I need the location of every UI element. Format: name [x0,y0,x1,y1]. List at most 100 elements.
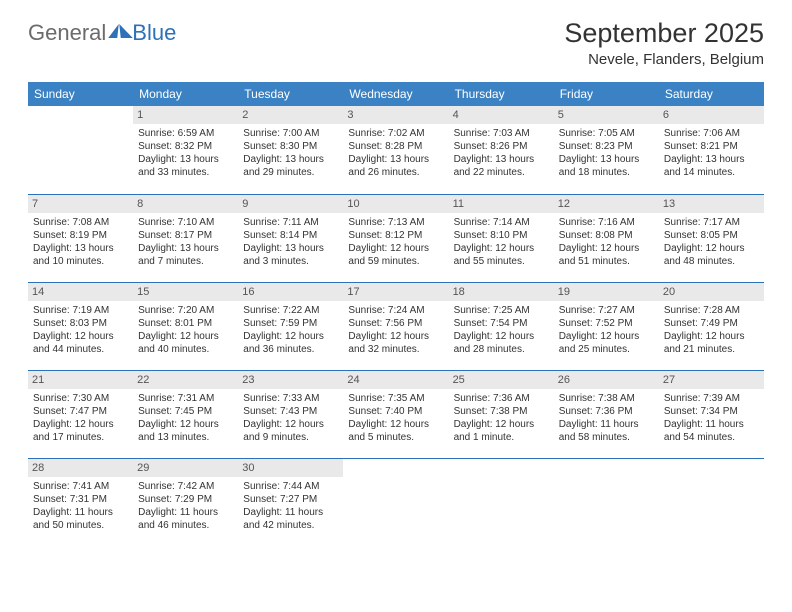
day-number [659,459,764,463]
calendar-day-cell: 12Sunrise: 7:16 AMSunset: 8:08 PMDayligh… [554,194,659,282]
day-number: 30 [238,459,343,477]
day-number: 7 [28,195,133,213]
sunset-text: Sunset: 7:49 PM [664,317,759,330]
day-number: 18 [449,283,554,301]
day-header: Tuesday [238,82,343,106]
sunrise-text: Sunrise: 7:24 AM [348,304,443,317]
sunset-text: Sunset: 8:14 PM [243,229,338,242]
day-number: 9 [238,195,343,213]
logo-text-general: General [28,20,106,46]
calendar-day-cell: 9 Sunrise: 7:11 AMSunset: 8:14 PMDaylight… [238,194,343,282]
daylight-text: Daylight: 13 hours and 18 minutes. [559,153,654,179]
sunset-text: Sunset: 8:23 PM [559,140,654,153]
sunrise-text: Sunrise: 7:41 AM [33,480,128,493]
daylight-text: Daylight: 13 hours and 3 minutes. [243,242,338,268]
calendar-day-cell: 17Sunrise: 7:24 AMSunset: 7:56 PMDayligh… [343,282,448,370]
calendar-day-cell: 1Sunrise: 6:59 AMSunset: 8:32 PMDaylight… [133,106,238,194]
sunset-text: Sunset: 8:03 PM [33,317,128,330]
calendar-day-cell: 10Sunrise: 7:13 AMSunset: 8:12 PMDayligh… [343,194,448,282]
sunrise-text: Sunrise: 7:17 AM [664,216,759,229]
daylight-text: Daylight: 11 hours and 50 minutes. [33,506,128,532]
sunrise-text: Sunrise: 7:20 AM [138,304,233,317]
day-header: Saturday [659,82,764,106]
daylight-text: Daylight: 13 hours and 10 minutes. [33,242,128,268]
sunset-text: Sunset: 7:34 PM [664,405,759,418]
day-number [449,459,554,463]
sunset-text: Sunset: 7:56 PM [348,317,443,330]
calendar-day-cell [28,106,133,194]
sunset-text: Sunset: 7:52 PM [559,317,654,330]
logo: General Blue [28,18,176,46]
calendar-week-row: 7Sunrise: 7:08 AMSunset: 8:19 PMDaylight… [28,194,764,282]
sunrise-text: Sunrise: 7:31 AM [138,392,233,405]
sunrise-text: Sunrise: 7:38 AM [559,392,654,405]
daylight-text: Daylight: 12 hours and 44 minutes. [33,330,128,356]
calendar-day-cell: 11Sunrise: 7:14 AMSunset: 8:10 PMDayligh… [449,194,554,282]
sunset-text: Sunset: 8:17 PM [138,229,233,242]
calendar-day-cell [449,458,554,546]
sunrise-text: Sunrise: 7:00 AM [243,127,338,140]
calendar-day-cell [343,458,448,546]
day-number: 20 [659,283,764,301]
sunrise-text: Sunrise: 7:27 AM [559,304,654,317]
daylight-text: Daylight: 13 hours and 29 minutes. [243,153,338,179]
day-number: 21 [28,371,133,389]
sunrise-text: Sunrise: 7:19 AM [33,304,128,317]
sunrise-text: Sunrise: 7:11 AM [243,216,338,229]
day-number: 29 [133,459,238,477]
calendar-tbody: 1 Sunrise: 6:59 AMSunset: 8:32 PM Daylight… [28,106,764,546]
calendar-day-cell: 28Sunrise: 7:41 AMSunset: 7:31 PMDayligh… [28,458,133,546]
sunset-text: Sunset: 8:21 PM [664,140,759,153]
sunset-text: Sunset: 7:43 PM [243,405,338,418]
sunset-text: Sunset: 8:28 PM [348,140,443,153]
sunset-text: Sunset: 7:36 PM [559,405,654,418]
day-number: 19 [554,283,659,301]
sunrise-text: Sunrise: 7:28 AM [664,304,759,317]
calendar-day-cell: 4Sunrise: 7:03 AMSunset: 8:26 PMDaylight… [449,106,554,194]
day-number: 17 [343,283,448,301]
sunrise-text: Sunrise: 7:06 AM [664,127,759,140]
calendar-day-cell: 6Sunrise: 7:06 AMSunset: 8:21 PMDaylight… [659,106,764,194]
day-number [343,459,448,463]
sunset-text: Sunset: 8:10 PM [454,229,549,242]
day-number: 6 [659,106,764,124]
logo-triangle-icon [109,24,119,38]
sunset-text: Sunset: 7:47 PM [33,405,128,418]
day-number: 23 [238,371,343,389]
title-block: September 2025 Nevele, Flanders, Belgium [564,18,764,68]
calendar-day-cell: 3Sunrise: 7:02 AMSunset: 8:28 PMDaylight… [343,106,448,194]
daylight-text: Daylight: 11 hours and 46 minutes. [138,506,233,532]
daylight-text: Daylight: 12 hours and 25 minutes. [559,330,654,356]
day-number: 27 [659,371,764,389]
page-header: General Blue September 2025 Nevele, Flan… [28,18,764,68]
daylight-text: Daylight: 12 hours and 1 minute. [454,418,549,444]
day-number: 1 [133,106,238,124]
daylight-text: Daylight: 11 hours and 42 minutes. [243,506,338,532]
calendar-day-cell: 16Sunrise: 7:22 AMSunset: 7:59 PMDayligh… [238,282,343,370]
sunrise-text: Sunrise: 7:13 AM [348,216,443,229]
daylight-text: Daylight: 12 hours and 17 minutes. [33,418,128,444]
sunset-text: Sunset: 8:30 PM [243,140,338,153]
calendar-day-cell: 15Sunrise: 7:20 AMSunset: 8:01 PMDayligh… [133,282,238,370]
calendar-week-row: 28Sunrise: 7:41 AMSunset: 7:31 PMDayligh… [28,458,764,546]
sunset-text: Sunset: 8:32 PM [138,140,233,153]
calendar-day-cell: 29Sunrise: 7:42 AMSunset: 7:29 PMDayligh… [133,458,238,546]
calendar-day-cell: 14 Sunrise: 7:19 AMSunset: 8:03 PMDayligh… [28,282,133,370]
sunset-text: Sunset: 8:12 PM [348,229,443,242]
calendar-week-row: 1 Sunrise: 6:59 AMSunset: 8:32 PM Daylight… [28,106,764,194]
daylight-text: Daylight: 12 hours and 55 minutes. [454,242,549,268]
daylight-text: Daylight: 13 hours and 22 minutes. [454,153,549,179]
day-number: 10 [343,195,448,213]
sunrise-text: Sunrise: 6:59 AM [138,127,233,140]
calendar-day-cell: 5Sunrise: 7:05 AMSunset: 8:23 PMDaylight… [554,106,659,194]
day-number: 14 [28,283,133,301]
sunset-text: Sunset: 7:31 PM [33,493,128,506]
calendar-day-cell: 19 Sunrise: 7:27 AMSunset: 7:52 PMDayligh… [554,282,659,370]
day-number: 26 [554,371,659,389]
daylight-text: Daylight: 12 hours and 48 minutes. [664,242,759,268]
day-number: 4 [449,106,554,124]
day-header: Friday [554,82,659,106]
sunrise-text: Sunrise: 7:02 AM [348,127,443,140]
location-subtitle: Nevele, Flanders, Belgium [564,51,764,68]
day-number: 11 [449,195,554,213]
